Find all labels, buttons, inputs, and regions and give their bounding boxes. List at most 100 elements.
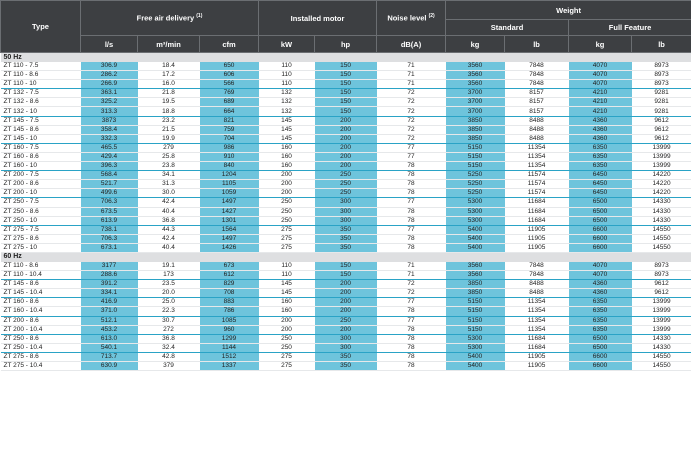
table-cell: 40.4 <box>137 207 200 217</box>
table-cell: 72 <box>376 116 446 126</box>
table-cell: 4360 <box>568 279 632 290</box>
table-cell: 72 <box>376 288 446 299</box>
table-row: ZT 200 - 10.4 453.2 272 960 200 200 78 5150 1135… <box>0 325 691 335</box>
cell-type: ZT 110 - 10.4 <box>0 270 81 281</box>
table-cell: 3700 <box>445 88 505 99</box>
table-cell: 960 <box>199 325 259 335</box>
table-cell: 78 <box>376 343 446 353</box>
table-cell: 5150 <box>445 143 505 153</box>
table-cell: 275 <box>258 352 315 363</box>
table-cell: 16.0 <box>137 79 200 90</box>
table-cell: 499.6 <box>80 188 138 199</box>
table-row: ZT 110 - 10 266.9 16.0 566 110 150 71 3560 7848 4… <box>0 79 691 90</box>
table-cell: 11354 <box>504 143 569 153</box>
table-cell: 250 <box>258 207 315 217</box>
table-cell: 6600 <box>568 352 632 363</box>
table-cell: 416.9 <box>80 297 138 308</box>
table-cell: 4360 <box>568 125 632 135</box>
table-cell: 4070 <box>568 270 632 281</box>
table-cell: 334.1 <box>80 288 138 299</box>
table-cell: 759 <box>199 125 259 135</box>
table-cell: 200 <box>258 179 315 190</box>
table-row: ZT 160 - 10.4 371.0 22.3 786 160 200 78 5150 113… <box>0 306 691 317</box>
table-cell: 9612 <box>631 134 691 144</box>
unit-cfm: cfm <box>198 35 260 53</box>
table-cell: 36.8 <box>137 216 200 226</box>
cell-type: ZT 145 - 7.5 <box>0 116 81 126</box>
table-cell: 36.8 <box>137 334 200 344</box>
table-cell: 7848 <box>504 70 569 81</box>
table-cell: 350 <box>314 352 377 363</box>
table-row: ZT 110 - 8.6 3177 19.1 673 110 150 71 3560 7848 4… <box>0 261 691 272</box>
table-cell: 145 <box>258 279 315 290</box>
table-cell: 200 <box>314 116 377 126</box>
section-row: 50 Hz <box>0 52 691 62</box>
table-row: ZT 160 - 7.5 465.5 279 986 160 200 77 5150 11354… <box>0 143 691 153</box>
table-cell: 160 <box>258 306 315 317</box>
table-cell: 25.0 <box>137 297 200 308</box>
table-cell: 23.5 <box>137 279 200 290</box>
table-cell: 1497 <box>199 234 259 244</box>
table-row: ZT 275 - 8.6 706.3 42.4 1497 275 350 78 5400 119… <box>0 234 691 244</box>
table-cell: 9281 <box>631 106 691 117</box>
table-cell: 3560 <box>445 261 505 272</box>
section-label: 50 Hz <box>0 52 691 62</box>
table-cell: 77 <box>376 297 446 308</box>
cell-type: ZT 110 - 8.6 <box>0 261 81 272</box>
table-cell: 13999 <box>631 152 691 163</box>
table-cell: 6450 <box>568 188 632 199</box>
table-cell: 78 <box>376 179 446 190</box>
table-cell: 8488 <box>504 125 569 135</box>
header-noise-level: Noise level (2) <box>376 0 447 36</box>
table-cell: 708 <box>199 288 259 299</box>
table-cell: 6350 <box>568 297 632 308</box>
table-cell: 363.1 <box>80 88 138 99</box>
table-cell: 9281 <box>631 97 691 108</box>
table-cell: 78 <box>376 243 446 253</box>
table-cell: 821 <box>199 116 259 126</box>
table-cell: 11905 <box>504 361 569 372</box>
table-cell: 1427 <box>199 207 259 217</box>
table-row: ZT 275 - 7.5 738.1 44.3 1564 275 350 77 5400 119… <box>0 225 691 235</box>
table-cell: 275 <box>258 361 315 372</box>
table-cell: 8973 <box>631 261 691 272</box>
table-cell: 5300 <box>445 343 505 353</box>
table-cell: 11574 <box>504 170 569 181</box>
table-row: ZT 200 - 7.5 568.4 34.1 1204 200 250 78 5250 115… <box>0 170 691 181</box>
table-cell: 250 <box>314 188 377 199</box>
table-cell: 325.2 <box>80 97 138 108</box>
table-row: ZT 275 - 10.4 630.9 379 1337 275 350 78 5400 119… <box>0 361 691 372</box>
table-cell: 1105 <box>199 179 259 190</box>
table-cell: 77 <box>376 143 446 153</box>
cell-type: ZT 132 - 10 <box>0 106 81 117</box>
table-row: ZT 145 - 7.5 3873 23.2 821 145 200 72 3850 8488 4… <box>0 116 691 126</box>
table-cell: 6350 <box>568 316 632 326</box>
unit-m3min: m³/min <box>137 35 200 53</box>
table-cell: 11354 <box>504 306 569 317</box>
table-cell: 11905 <box>504 243 569 253</box>
table-cell: 6600 <box>568 243 632 253</box>
cell-type: ZT 250 - 8.6 <box>0 207 81 217</box>
table-row: ZT 250 - 8.6 673.5 40.4 1427 250 300 78 5300 116… <box>0 207 691 217</box>
table-cell: 250 <box>314 179 377 190</box>
noise-footnote: (2) <box>428 13 435 20</box>
table-cell: 44.3 <box>137 225 200 235</box>
table-cell: 5150 <box>445 161 505 172</box>
cell-type: ZT 275 - 10 <box>0 243 81 253</box>
table-cell: 8973 <box>631 70 691 81</box>
table-cell: 1497 <box>199 197 259 208</box>
table-cell: 313.3 <box>80 106 138 117</box>
table-cell: 3873 <box>80 116 138 126</box>
table-cell: 5400 <box>445 361 505 372</box>
cell-type: ZT 145 - 8.6 <box>0 279 81 290</box>
table-body: 50 Hz ZT 110 - 7.5 306.9 18.4 650 110 150 71 356… <box>0 52 691 372</box>
unit-ff-lb: lb <box>631 35 691 53</box>
table-cell: 286.2 <box>80 70 138 81</box>
table-cell: 77 <box>376 225 446 235</box>
table-cell: 465.5 <box>80 143 138 153</box>
table-cell: 6600 <box>568 234 632 244</box>
table-cell: 32.4 <box>137 343 200 353</box>
unit-ls: l/s <box>80 35 138 53</box>
table-cell: 42.4 <box>137 197 200 208</box>
table-cell: 9612 <box>631 288 691 299</box>
